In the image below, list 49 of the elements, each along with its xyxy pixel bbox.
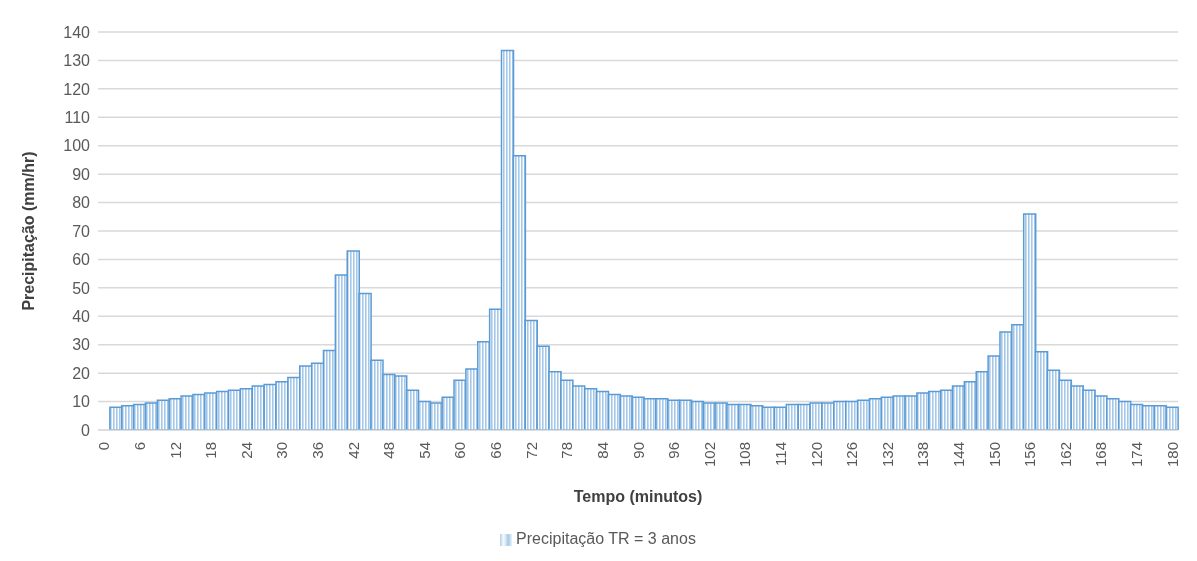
- x-tick-label: 42: [344, 442, 362, 459]
- x-tick-label: 24: [237, 442, 255, 459]
- x-tick-label: 60: [451, 442, 469, 459]
- x-tick-label: 120: [807, 442, 825, 468]
- x-tick-label: 0: [95, 442, 113, 451]
- x-tick-label: 48: [380, 442, 398, 459]
- x-tick-label: 36: [309, 442, 327, 459]
- y-tick-label: 70: [72, 222, 91, 240]
- x-tick-label: 72: [522, 442, 540, 459]
- x-tick-label: 102: [700, 442, 718, 468]
- y-tick-label: 20: [72, 364, 91, 382]
- x-tick-label: 30: [273, 442, 291, 459]
- x-tick-label: 168: [1092, 442, 1110, 468]
- x-tick-label: 54: [415, 442, 433, 459]
- y-tick-label: 90: [72, 165, 91, 183]
- y-tick-label: 80: [72, 194, 91, 212]
- x-tick-label: 138: [914, 442, 932, 468]
- x-tick-label: 126: [843, 442, 861, 468]
- y-axis-title: Precipitação (mm/hr): [19, 151, 37, 311]
- x-tick-label: 144: [949, 442, 967, 468]
- y-tick-label: 120: [63, 80, 91, 98]
- x-tick-label: 6: [131, 442, 149, 451]
- x-tick-label: 180: [1163, 442, 1181, 468]
- x-tick-label: 174: [1127, 442, 1145, 468]
- x-tick-label: 96: [665, 442, 683, 459]
- x-tick-label: 66: [487, 442, 505, 459]
- x-tick-label: 90: [629, 442, 647, 459]
- y-tick-label: 40: [72, 307, 91, 325]
- y-tick-label: 130: [63, 52, 91, 70]
- x-tick-label: 18: [202, 442, 220, 459]
- y-tick-label: 30: [72, 336, 91, 354]
- y-tick-label: 140: [63, 23, 91, 41]
- y-tick-label: 0: [81, 421, 91, 439]
- y-tick-label: 60: [72, 251, 91, 269]
- y-tick-label: 100: [63, 137, 91, 155]
- x-tick-label: 78: [558, 442, 576, 459]
- x-tick-label: 114: [771, 442, 789, 466]
- x-tick-label: 150: [985, 442, 1003, 468]
- x-tick-label: 108: [736, 442, 754, 468]
- y-tick-label: 50: [72, 279, 91, 297]
- x-axis-title: Tempo (minutos): [573, 488, 703, 505]
- x-tick-label: 84: [593, 442, 611, 459]
- x-tick-label: 12: [166, 442, 184, 459]
- x-tick-label: 156: [1021, 442, 1039, 468]
- y-tick-label: 110: [64, 108, 91, 126]
- y-tick-label: 10: [72, 393, 91, 411]
- x-tick-label: 132: [878, 442, 896, 468]
- legend-label: Precipitação TR = 3 anos: [516, 530, 696, 547]
- x-tick-label: 162: [1056, 442, 1074, 468]
